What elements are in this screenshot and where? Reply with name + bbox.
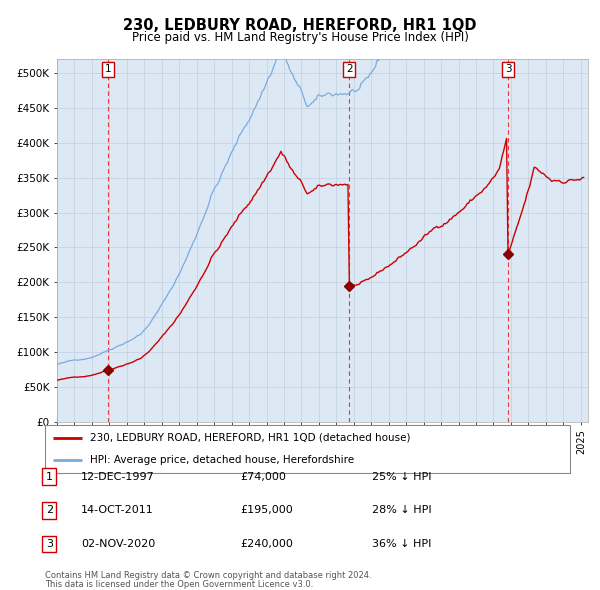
Text: 14-OCT-2011: 14-OCT-2011: [81, 506, 154, 515]
Text: 230, LEDBURY ROAD, HEREFORD, HR1 1QD: 230, LEDBURY ROAD, HEREFORD, HR1 1QD: [123, 18, 477, 33]
Text: £195,000: £195,000: [240, 506, 293, 515]
Text: £74,000: £74,000: [240, 472, 286, 481]
Text: 3: 3: [46, 539, 53, 549]
Text: Price paid vs. HM Land Registry's House Price Index (HPI): Price paid vs. HM Land Registry's House …: [131, 31, 469, 44]
Text: 25% ↓ HPI: 25% ↓ HPI: [372, 472, 431, 481]
Text: HPI: Average price, detached house, Herefordshire: HPI: Average price, detached house, Here…: [89, 455, 354, 465]
Text: 2: 2: [46, 506, 53, 515]
Text: This data is licensed under the Open Government Licence v3.0.: This data is licensed under the Open Gov…: [45, 579, 313, 589]
FancyBboxPatch shape: [45, 425, 570, 473]
Text: 02-NOV-2020: 02-NOV-2020: [81, 539, 155, 549]
Text: 1: 1: [46, 472, 53, 481]
Text: 230, LEDBURY ROAD, HEREFORD, HR1 1QD (detached house): 230, LEDBURY ROAD, HEREFORD, HR1 1QD (de…: [89, 433, 410, 443]
Text: 3: 3: [505, 64, 511, 74]
Text: £240,000: £240,000: [240, 539, 293, 549]
Text: 1: 1: [104, 64, 111, 74]
Text: 28% ↓ HPI: 28% ↓ HPI: [372, 506, 431, 515]
Text: 36% ↓ HPI: 36% ↓ HPI: [372, 539, 431, 549]
Text: 2: 2: [346, 64, 353, 74]
Text: Contains HM Land Registry data © Crown copyright and database right 2024.: Contains HM Land Registry data © Crown c…: [45, 571, 371, 581]
Text: 12-DEC-1997: 12-DEC-1997: [81, 472, 155, 481]
